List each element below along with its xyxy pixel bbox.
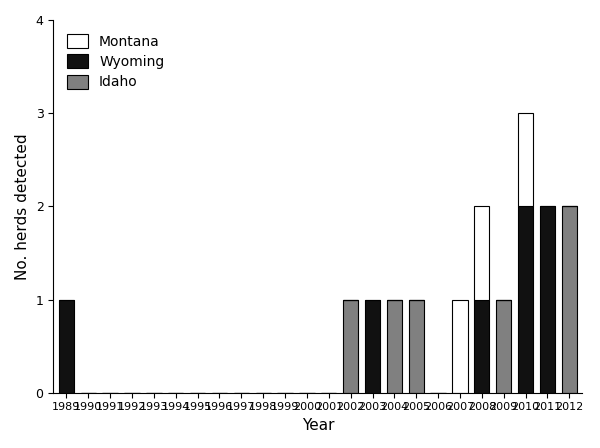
Bar	[387, 300, 402, 393]
Bar	[474, 207, 490, 300]
Legend: Montana, Wyoming, Idaho: Montana, Wyoming, Idaho	[60, 27, 172, 96]
Bar	[474, 300, 490, 393]
Bar	[409, 300, 424, 393]
Bar	[452, 300, 467, 393]
Bar	[343, 300, 358, 393]
Bar	[562, 207, 577, 393]
Bar	[518, 207, 533, 393]
Bar	[496, 300, 511, 393]
X-axis label: Year: Year	[302, 418, 334, 433]
Bar	[540, 207, 555, 393]
Bar	[59, 300, 74, 393]
Bar	[365, 300, 380, 393]
Bar	[518, 113, 533, 207]
Y-axis label: No. herds detected: No. herds detected	[15, 133, 30, 280]
